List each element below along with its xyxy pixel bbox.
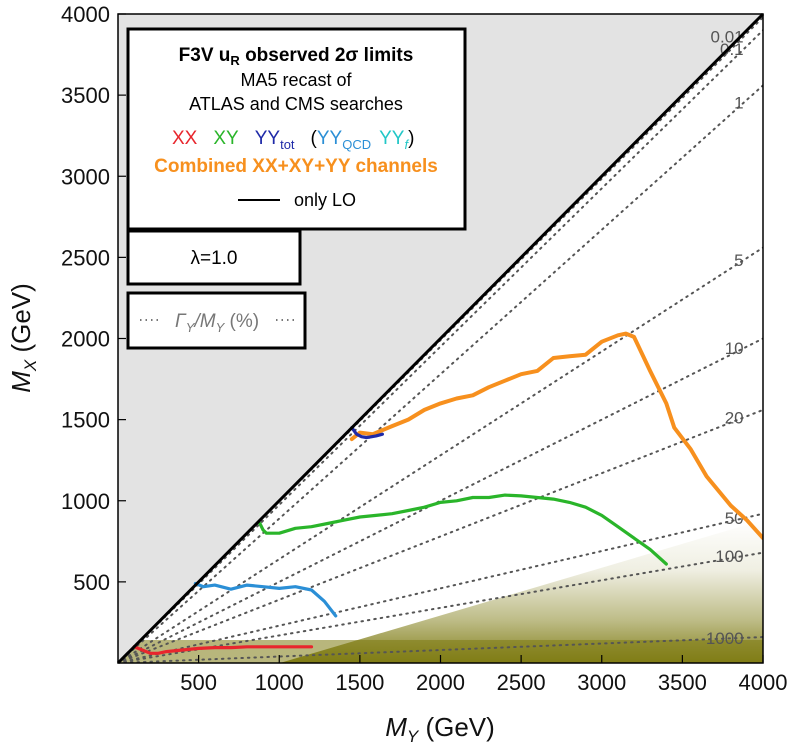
lambda-label: λ=1.0 xyxy=(190,248,237,269)
width-contour-line xyxy=(118,512,763,663)
x-tick-label: 1500 xyxy=(335,670,384,695)
y-tick-label: 2000 xyxy=(61,327,110,352)
x-tick-label: 1000 xyxy=(255,670,304,695)
legend-title: F3V uR observed 2σ limits xyxy=(179,45,414,68)
width-contour-label: 10 xyxy=(725,339,744,358)
y-tick-label: 500 xyxy=(73,570,110,595)
x-tick-label: 2000 xyxy=(416,670,465,695)
y-tick-label: 4000 xyxy=(61,2,110,27)
lambda-box: λ=1.0 xyxy=(126,229,302,286)
legend-channels: XX XY YYtot (YYQCD YYf) xyxy=(172,128,414,152)
legend-combined: Combined XX+XY+YY channels xyxy=(154,156,438,177)
x-tick-label: 500 xyxy=(180,670,217,695)
legend-line3: ATLAS and CMS searches xyxy=(189,94,403,114)
y-tick-label: 2500 xyxy=(61,245,110,270)
x-tick-label: 2500 xyxy=(497,670,546,695)
width-contour-line xyxy=(118,551,763,663)
series-line-xy xyxy=(258,493,668,566)
legend-lo-label: only LO xyxy=(294,190,356,210)
width-contour-label: 0.1 xyxy=(720,40,744,59)
x-tick-label: 3000 xyxy=(577,670,626,695)
width-shade-region xyxy=(280,520,763,663)
y-axis-label: MX (GeV) xyxy=(6,283,40,393)
x-tick-label: 4000 xyxy=(739,670,788,695)
y-tick-label: 3000 xyxy=(61,164,110,189)
series-line-yy xyxy=(350,426,384,440)
width-contour-label: 100 xyxy=(715,547,743,566)
width-contour-line xyxy=(118,408,763,663)
width-contour-line xyxy=(118,246,763,663)
y-tick-label: 1500 xyxy=(61,408,110,433)
diagonal-line xyxy=(116,12,765,665)
width-contour-label: 20 xyxy=(725,408,744,427)
y-tick-label: 1000 xyxy=(61,489,110,514)
width-legend-box: ΓY/MY (%) xyxy=(126,291,307,350)
width-contour-label: 1000 xyxy=(706,629,744,648)
x-tick-label: 3500 xyxy=(658,670,707,695)
width-legend-label: ΓY/MY (%) xyxy=(175,311,259,335)
series-line-yyqcd xyxy=(193,581,338,618)
y-tick-label: 3500 xyxy=(61,83,110,108)
width-contour-line xyxy=(118,29,763,663)
series-line-combined xyxy=(349,331,763,541)
width-contour-label: 1 xyxy=(734,94,743,113)
width-contour-line xyxy=(118,84,763,663)
series-line-xx xyxy=(132,645,314,655)
width-contour-label: 5 xyxy=(734,251,743,270)
legend-box: F3V uR observed 2σ limits MA5 recast of … xyxy=(126,27,467,231)
x-axis-label: MY (GeV) xyxy=(385,712,495,746)
legend-line2: MA5 recast of xyxy=(240,70,352,90)
